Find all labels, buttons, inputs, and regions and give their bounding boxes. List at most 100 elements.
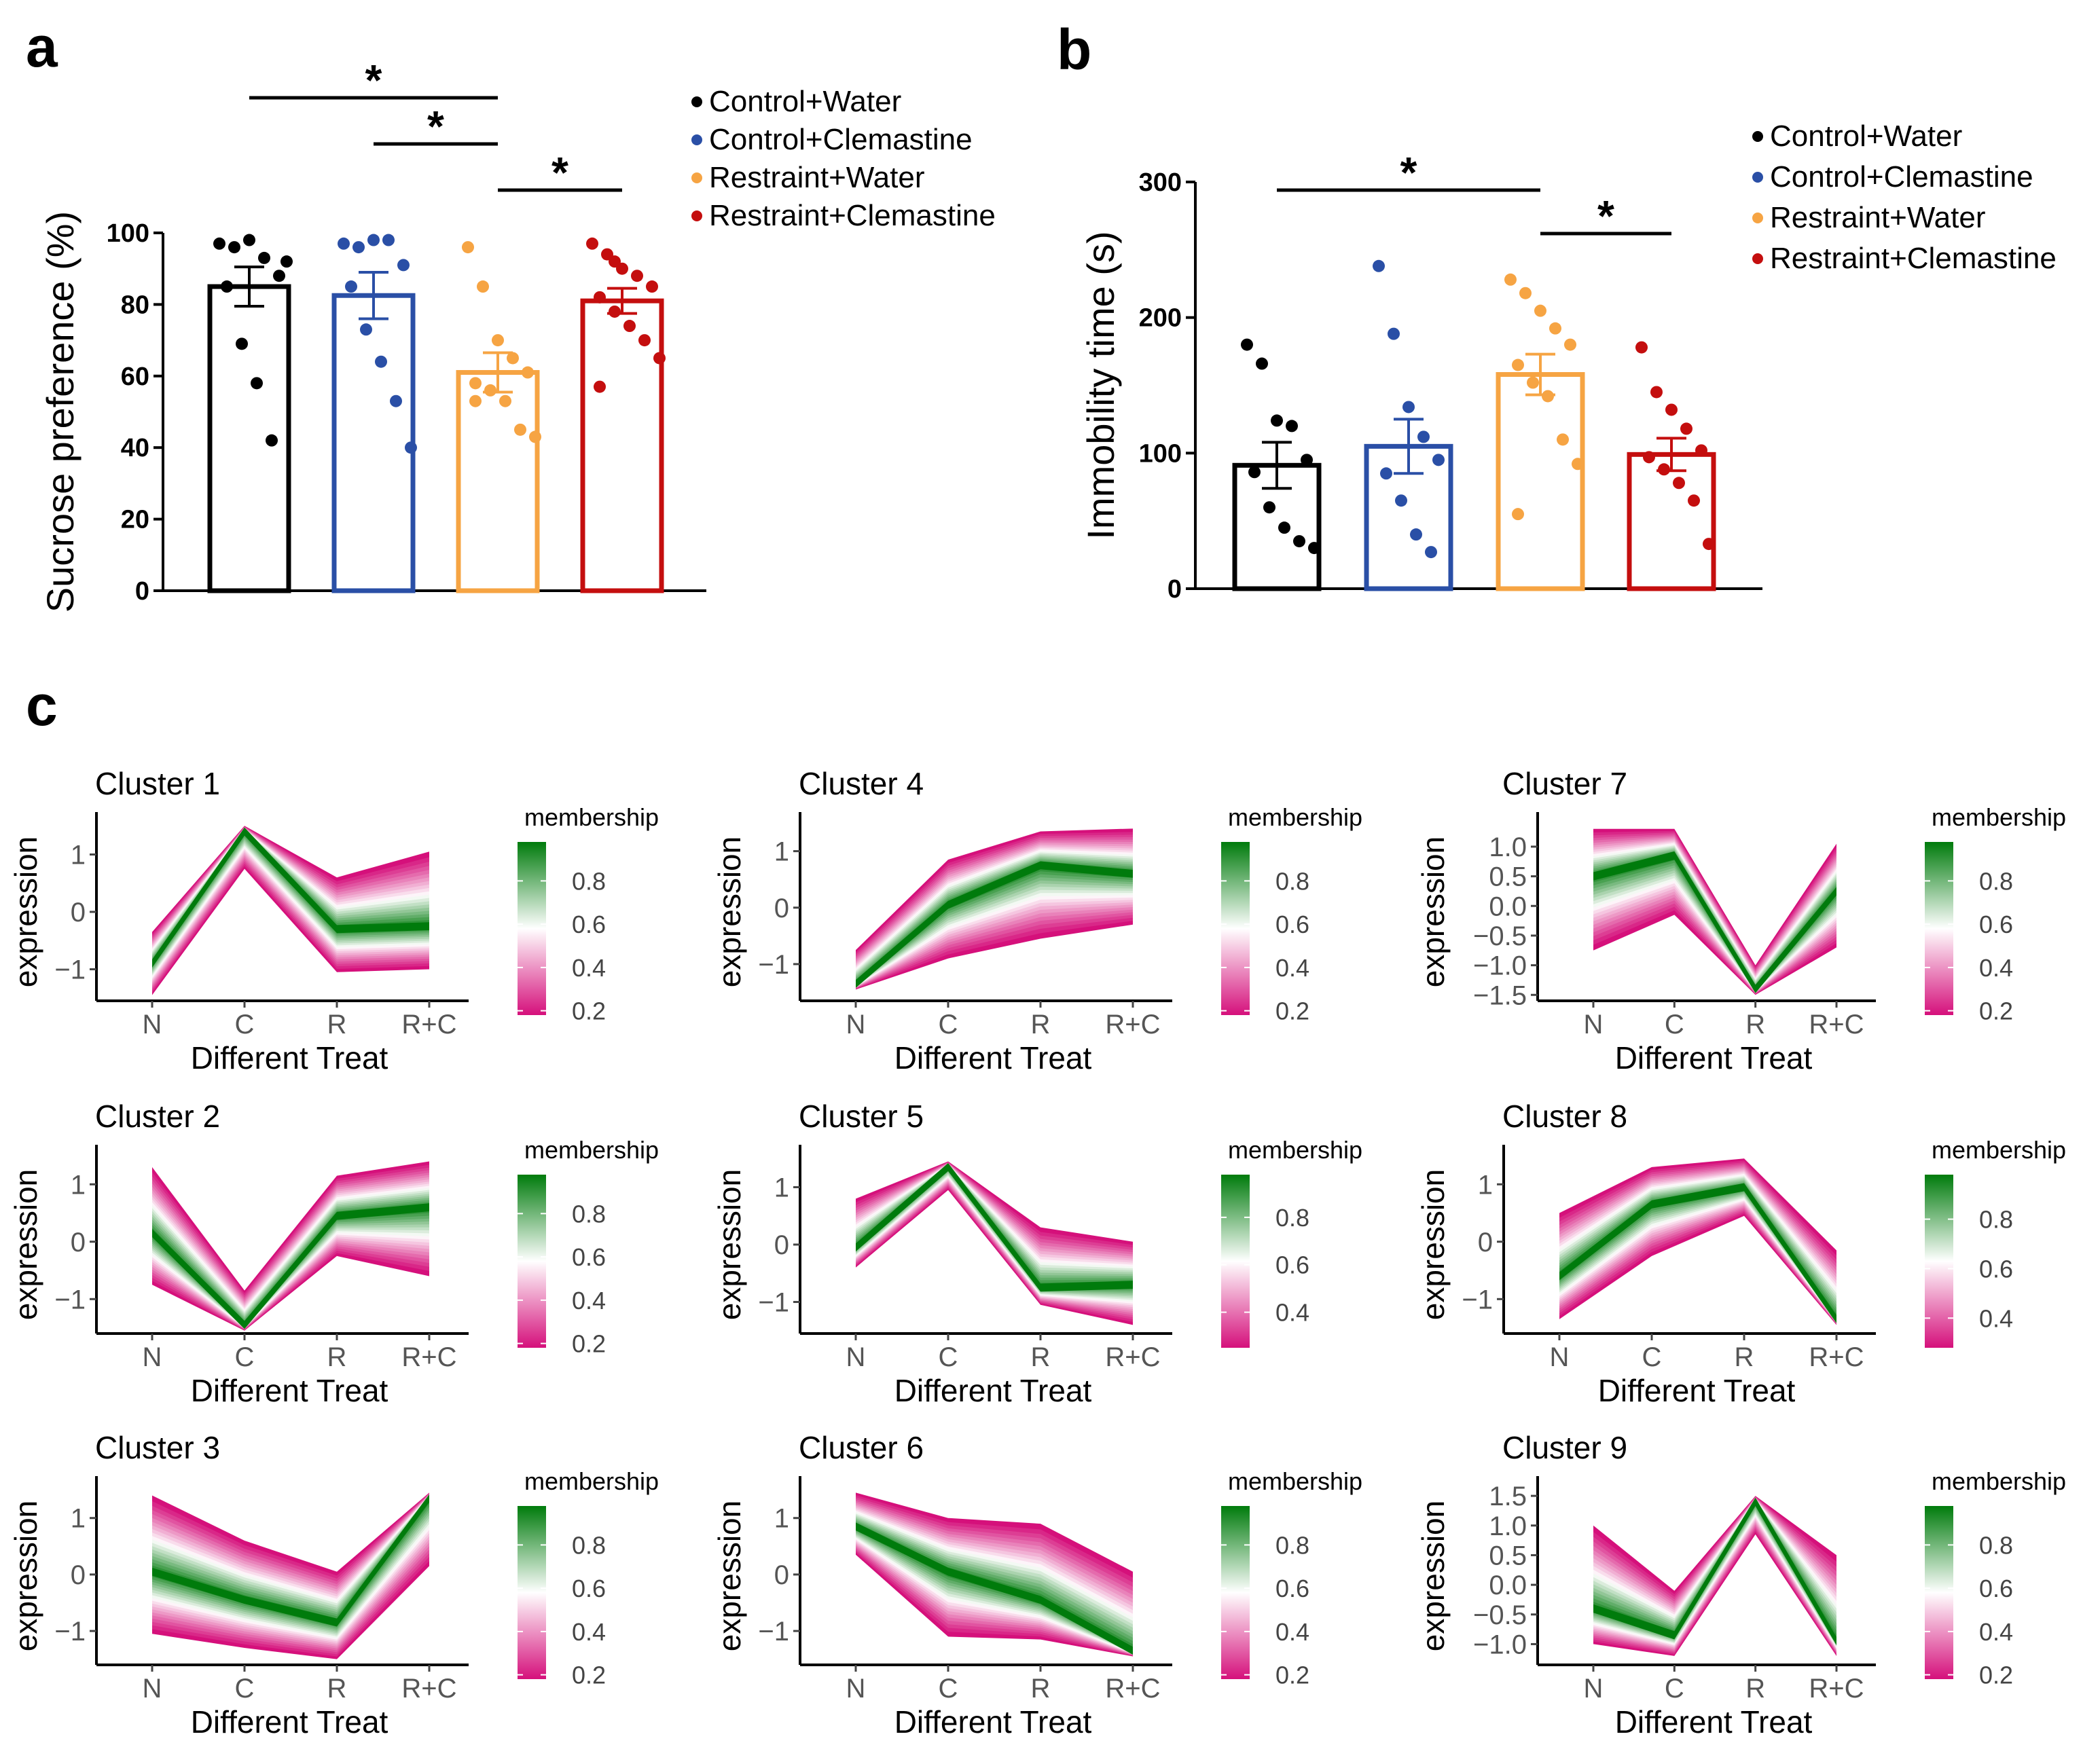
cluster-x-tick-label-r: R	[327, 1674, 347, 1704]
cluster-y-tick-label: 1	[1478, 1170, 1493, 1200]
data-point	[405, 441, 417, 454]
data-point	[484, 384, 496, 397]
membership-tick-label: 0.6	[572, 1575, 606, 1602]
cluster-y-tick-label: −0.5	[1473, 921, 1527, 951]
membership-band	[1593, 851, 1836, 993]
membership-tick-label: 0.8	[1275, 1204, 1309, 1232]
data-point	[1534, 304, 1546, 317]
cluster-x-tick-label-n: N	[1584, 1010, 1604, 1040]
cluster-x-tick-label-c: C	[939, 1010, 958, 1040]
data-point	[1695, 444, 1707, 457]
membership-colorbar	[1925, 1506, 1953, 1679]
membership-tick-label: 0.8	[1979, 867, 2013, 895]
data-point	[352, 241, 365, 254]
cluster-x-tick-label-c: C	[1642, 1342, 1662, 1372]
cluster-y-tick-label: −1	[1462, 1285, 1493, 1315]
y-tick-label: 100	[1139, 439, 1182, 468]
data-point	[338, 237, 350, 250]
membership-colorbar	[1221, 1175, 1250, 1348]
cluster-y-tick-label: 0	[71, 898, 86, 927]
bar-group-control-clemastine	[1364, 259, 1453, 591]
cluster-x-axis-label: Different Treat	[894, 1040, 1092, 1076]
cluster-panel-8: Cluster 8 1 0 −1 N C R R+C Different Treat expres…	[1415, 1099, 2066, 1408]
cluster-x-axis-label: Different Treat	[191, 1040, 388, 1076]
cluster-x-tick-label-r-c: R+C	[401, 1010, 456, 1040]
legend-label-restraint-water: Restraint+Water	[709, 161, 924, 194]
legend-marker-control-clemastine	[1752, 172, 1763, 183]
cluster-y-tick-label: 0.0	[1489, 1570, 1527, 1600]
data-point	[390, 394, 402, 407]
cluster-x-tick-label-r: R	[1735, 1342, 1754, 1372]
cluster-y-tick-label: −1	[758, 950, 789, 980]
y-axis-label: Sucrose preference (%)	[39, 211, 82, 612]
panel-a-bar-chart: a 0 20 40 60 80 100 Sucrose preference (%) * * * C…	[26, 15, 996, 612]
membership-legend-title: membership	[524, 1467, 659, 1495]
cluster-y-tick-label: 0.5	[1489, 1541, 1527, 1570]
membership-tick-label: 0.6	[1275, 1251, 1309, 1279]
significance-star: *	[365, 56, 382, 105]
data-point	[653, 352, 666, 365]
data-point	[1635, 341, 1648, 354]
membership-band	[856, 1162, 1133, 1292]
cluster-x-tick-label-r: R	[1745, 1010, 1765, 1040]
data-point	[1263, 501, 1275, 514]
cluster-x-axis-label: Different Treat	[191, 1704, 388, 1740]
cluster-x-tick-label-c: C	[235, 1674, 255, 1704]
data-point	[462, 241, 474, 254]
data-point	[1703, 538, 1715, 551]
cluster-y-tick-label: 1.5	[1489, 1482, 1527, 1511]
cluster-y-tick-label: −1	[54, 1617, 86, 1647]
cluster-y-tick-label: 0	[1478, 1228, 1493, 1257]
legend-label-control-water: Control+Water	[709, 85, 901, 118]
cluster-x-tick-label-r-c: R+C	[1105, 1010, 1160, 1040]
membership-legend-title: membership	[524, 803, 659, 831]
data-point	[1301, 454, 1313, 466]
significance-star: *	[1597, 191, 1614, 240]
cluster-x-tick-label-c: C	[235, 1342, 255, 1372]
legend-marker-restraint-water	[691, 172, 702, 183]
data-point	[236, 337, 248, 350]
cluster-y-axis-label: expression	[712, 1169, 747, 1320]
cluster-title: Cluster 1	[95, 766, 220, 801]
data-point	[367, 234, 380, 246]
data-point	[631, 270, 643, 282]
data-point	[345, 280, 357, 293]
legend-label-control-water: Control+Water	[1770, 120, 1962, 153]
data-point	[469, 394, 482, 407]
y-tick-label: 0	[1167, 575, 1182, 604]
membership-tick-label: 0.4	[1979, 954, 2013, 982]
membership-band	[152, 1494, 429, 1627]
data-point	[1650, 386, 1663, 399]
membership-legend-title: membership	[1228, 1136, 1362, 1164]
data-point	[1388, 327, 1400, 340]
membership-tick-label: 0.8	[572, 1531, 606, 1559]
cluster-title: Cluster 9	[1502, 1430, 1627, 1465]
cluster-y-tick-label: −1.0	[1473, 1630, 1527, 1659]
membership-tick-label: 0.2	[572, 1661, 606, 1689]
data-point	[1512, 359, 1524, 371]
data-point	[1432, 454, 1445, 466]
data-point	[586, 237, 598, 250]
cluster-panel-9: Cluster 9 1.51.00.50.0−0.5−1.0 N C R R+CDiffe…	[1415, 1430, 2066, 1740]
membership-tick-label: 0.8	[1979, 1206, 2013, 1234]
data-point	[1519, 287, 1532, 299]
cluster-y-tick-label: 0	[774, 894, 789, 923]
data-point	[499, 394, 511, 407]
cluster-title: Cluster 7	[1502, 766, 1627, 801]
y-tick-label: 20	[121, 506, 149, 534]
cluster-x-tick-label-r-c: R+C	[1809, 1010, 1864, 1040]
data-point	[1380, 467, 1392, 480]
data-point	[1688, 494, 1700, 507]
cluster-panel-4: Cluster 4 1 0 −1 N C R R+C Different Treat expres…	[712, 766, 1362, 1076]
cluster-x-axis-label: Different Treat	[1598, 1373, 1796, 1408]
data-point	[1549, 322, 1561, 335]
cluster-x-tick-label-n: N	[1550, 1342, 1570, 1372]
membership-tick-label: 0.6	[1275, 911, 1309, 938]
cluster-y-axis-label: expression	[8, 837, 43, 987]
data-point	[1410, 528, 1422, 541]
data-point	[514, 423, 526, 436]
cluster-x-tick-label-n: N	[846, 1674, 866, 1704]
legend-marker-restraint-clemastine	[691, 210, 702, 221]
cluster-panel-2: Cluster 2 1 0 −1 N C R R+C Different Treat expres…	[8, 1099, 659, 1408]
membership-legend-title: membership	[1228, 803, 1362, 831]
